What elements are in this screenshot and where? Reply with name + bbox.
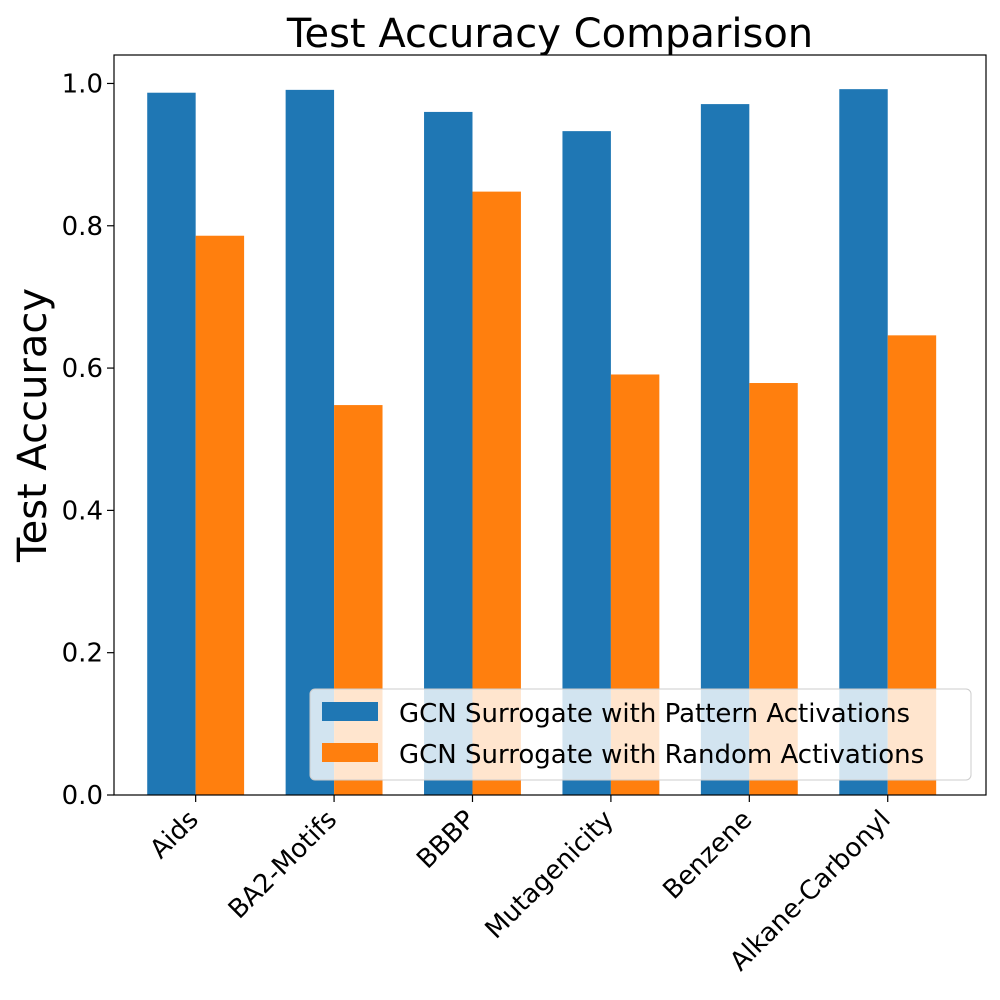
y-tick-label: 0.4 [62,496,103,526]
y-tick-label: 1.0 [62,69,103,99]
x-tick-label: BA2-Motifs [223,805,343,925]
bar-pattern-bbbp [424,111,473,795]
y-axis-label: Test Accuracy [10,288,56,563]
x-tick-label: Mutagenicity [480,805,620,945]
y-tick-label: 0.2 [62,639,103,669]
bar-pattern-mutagenicity [562,131,611,795]
legend-label: GCN Surrogate with Random Activations [399,740,924,770]
x-tick-label: Benzene [658,805,759,906]
legend-label: GCN Surrogate with Pattern Activations [399,699,910,729]
y-axis: 0.0 0.2 0.4 0.6 0.8 1.0 [62,69,114,811]
legend: GCN Surrogate with Pattern Activations GC… [309,688,972,781]
bar-pattern-ba2-motifs [285,89,335,796]
bar-pattern-benzene [700,104,750,796]
bar-random-aids [195,235,245,795]
y-tick-label: 0.8 [62,212,103,242]
legend-swatch [322,743,378,762]
y-tick-label: 0.0 [62,781,103,811]
y-tick-label: 0.6 [62,354,103,384]
bar-pattern-alkane-carbonyl [839,89,888,795]
x-tick-label: BBBP [411,805,481,875]
chart-title: Test Accuracy Comparison [286,11,813,57]
bar-pattern-aids [147,92,196,795]
x-tick-label: Aids [144,805,204,865]
plot-frame [113,54,987,796]
legend-box [309,688,972,781]
legend-swatch [322,702,378,721]
